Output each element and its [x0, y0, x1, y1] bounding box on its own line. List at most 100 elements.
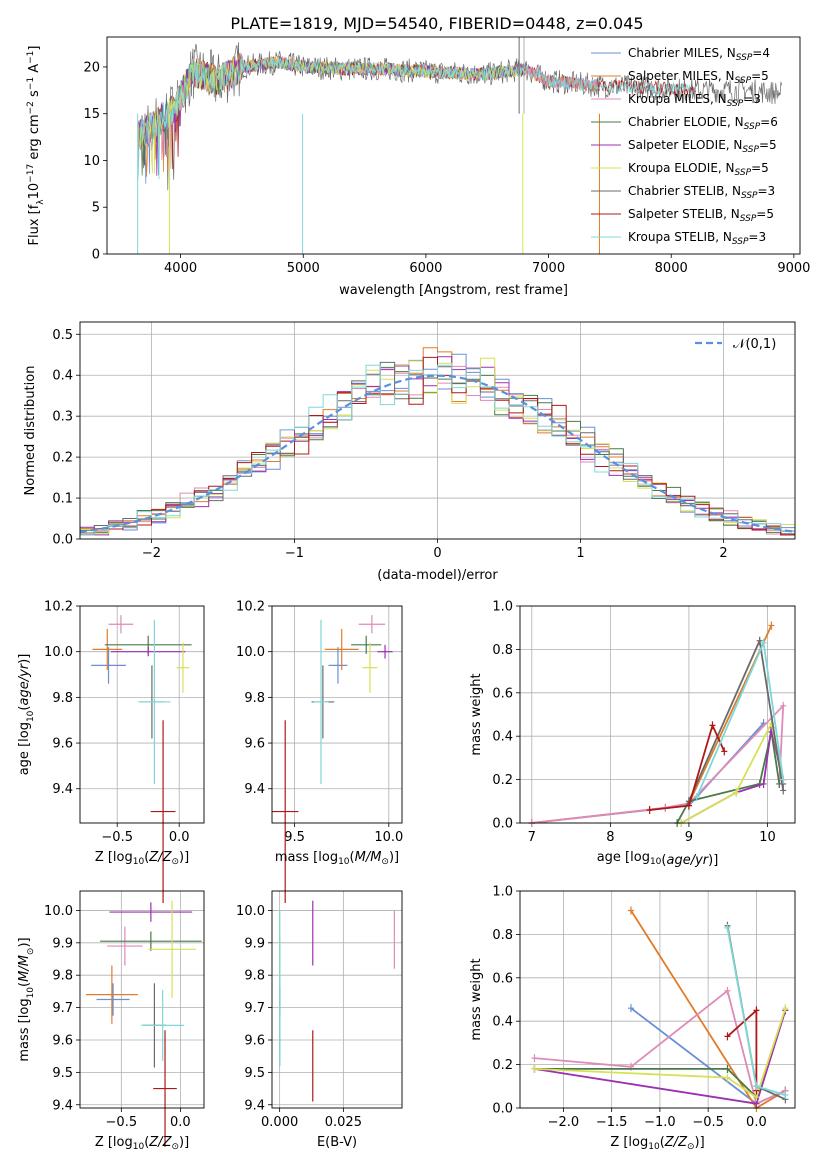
x-label-part: )]	[708, 853, 718, 868]
spectrum-line	[137, 57, 696, 181]
weight-marker	[780, 786, 787, 795]
y-tick-label: 9.6	[52, 1033, 73, 1048]
spectrum-x-label: wavelength [Angstrom, rest frame]	[339, 283, 568, 298]
weight-marker	[753, 1082, 760, 1091]
legend-text: Salpeter STELIB, N	[628, 207, 740, 221]
x-tick-label: 0	[433, 546, 441, 561]
age_vs_Z-frame	[79, 605, 205, 824]
legend-sub: SSP	[744, 122, 761, 132]
y-tick-label: 0.2	[492, 773, 513, 788]
residual-x-label: (data-model)/error	[377, 568, 498, 583]
y-label-part: age [log	[17, 722, 32, 775]
legend-label: Salpeter ELODIE, NSSP=5	[628, 138, 777, 155]
x-label-part: (	[660, 1135, 665, 1150]
weight-marker	[760, 779, 767, 788]
legend-suffix: =3	[743, 92, 761, 106]
y-tick-label: 9.6	[244, 1033, 265, 1048]
x-tick-label: 7	[528, 830, 536, 845]
x-tick-label: 9.5	[284, 830, 305, 845]
x-label-part: (	[661, 853, 666, 868]
x-tick-label: 7000	[532, 261, 565, 276]
y-label-part: λ	[36, 199, 46, 205]
weight-marker	[782, 1004, 789, 1013]
y-label-part: ]	[27, 46, 42, 51]
weight-marker	[724, 1073, 731, 1082]
weight-marker	[724, 986, 731, 995]
y-tick-label: 0.4	[492, 730, 513, 745]
figure-title: PLATE=1819, MJD=54540, FIBERID=0448, z=0…	[230, 14, 643, 33]
weight-line	[531, 722, 765, 824]
y-label-part: )]	[17, 937, 32, 947]
legend-text: Kroupa STELIB, N	[628, 230, 732, 244]
weight-marker	[627, 1004, 634, 1013]
legend-suffix: =5	[751, 69, 769, 83]
weight-marker	[756, 636, 763, 645]
legend-label: Chabrier STELIB, NSSP=3	[628, 184, 775, 201]
spectrum-series	[137, 37, 782, 254]
y-label-part: 10	[27, 183, 42, 200]
weight_vs_Z-frame	[519, 890, 796, 1109]
x-tick-label: 0.0	[746, 1115, 767, 1130]
y-tick-label: 0.6	[492, 686, 513, 701]
mass_vs_Z-frame	[79, 890, 205, 1109]
y-tick-label: 0.4	[52, 369, 73, 384]
legend-suffix: =4	[752, 46, 770, 60]
legend-label: Kroupa ELODIE, NSSP=5	[628, 161, 769, 178]
y-tick-label: 0.2	[52, 451, 73, 466]
age_vs_mass-x-label: mass [log10(M/M⊙)]	[275, 850, 399, 867]
weight_vs_age-series	[528, 621, 787, 827]
y-tick-label: 10.0	[44, 904, 73, 919]
x-label-part: )]	[179, 850, 189, 865]
age_vs_Z-axes: −0.5 0.0 9.4 9.6 9.8 10.0 10.2	[44, 600, 204, 845]
x-label-part: 10	[650, 857, 662, 867]
spectrum-line	[137, 56, 525, 174]
x-tick-label: 0.025	[325, 1115, 362, 1130]
weight-marker	[646, 805, 653, 814]
x-tick-label: 6000	[409, 261, 442, 276]
legend-suffix: =6	[760, 115, 778, 129]
legend-sub: SSP	[740, 214, 757, 224]
x-label-part: 10	[648, 1142, 660, 1152]
mass_vs_Z-points	[85, 900, 202, 1147]
x-tick-label: 10	[759, 830, 776, 845]
y-label-part: −17	[26, 164, 36, 183]
mass_vs_Z-x-label: Z [log10(Z/Z⊙)]	[95, 1135, 189, 1152]
x-tick-label: 0.0	[169, 830, 190, 845]
mass-ebv-frame	[271, 890, 403, 1109]
x-label-part: age [log	[597, 850, 650, 865]
weight-marker	[724, 1064, 731, 1073]
mass-ebv-points	[279, 900, 395, 1102]
legend-suffix: =5	[756, 207, 774, 221]
weight-marker	[721, 747, 728, 756]
legend-suffix: =5	[751, 161, 769, 175]
y-label-part: −1	[26, 51, 36, 64]
y-label-part: ⊙	[26, 948, 36, 956]
y-label-part: erg cm	[27, 114, 42, 163]
y-tick-label: 5	[92, 201, 100, 216]
mass-ebv-x-label: E(B-V)	[317, 1135, 357, 1150]
y-tick-label: 10.0	[236, 904, 265, 919]
y-tick-label: 9.7	[52, 1001, 73, 1016]
weight-marker	[724, 923, 731, 932]
x-tick-label: −2.0	[548, 1115, 580, 1130]
x-tick-label: 9	[685, 830, 693, 845]
y-label-part: s	[27, 90, 42, 101]
x-tick-label: −0.5	[101, 830, 133, 845]
histogram-step	[80, 364, 795, 536]
x-tick-label: 10.0	[374, 830, 403, 845]
weight-line	[534, 1007, 787, 1099]
spectrum-y-label: Flux [fλ10−17 erg cm−2 s−1 A−1]	[26, 46, 46, 246]
weight-marker	[531, 1054, 538, 1063]
weight_vs_age-x-label: age [log10(age/yr)]	[597, 850, 719, 868]
y-label-part: Flux [f	[27, 204, 42, 245]
weight-marker	[782, 1090, 789, 1099]
residual-frame	[79, 321, 796, 540]
legend-label: Salpeter STELIB, NSSP=5	[628, 207, 774, 224]
x-label-part: Z [log	[610, 1135, 648, 1150]
y-tick-label: 0.8	[492, 928, 513, 943]
y-tick-label: 9.4	[52, 782, 73, 797]
legend-text: Salpeter ELODIE, N	[628, 138, 742, 152]
weight-marker	[685, 801, 692, 810]
chart-layer: 4000 5000 6000 7000 8000 900005101520waveleng…	[17, 36, 810, 1152]
